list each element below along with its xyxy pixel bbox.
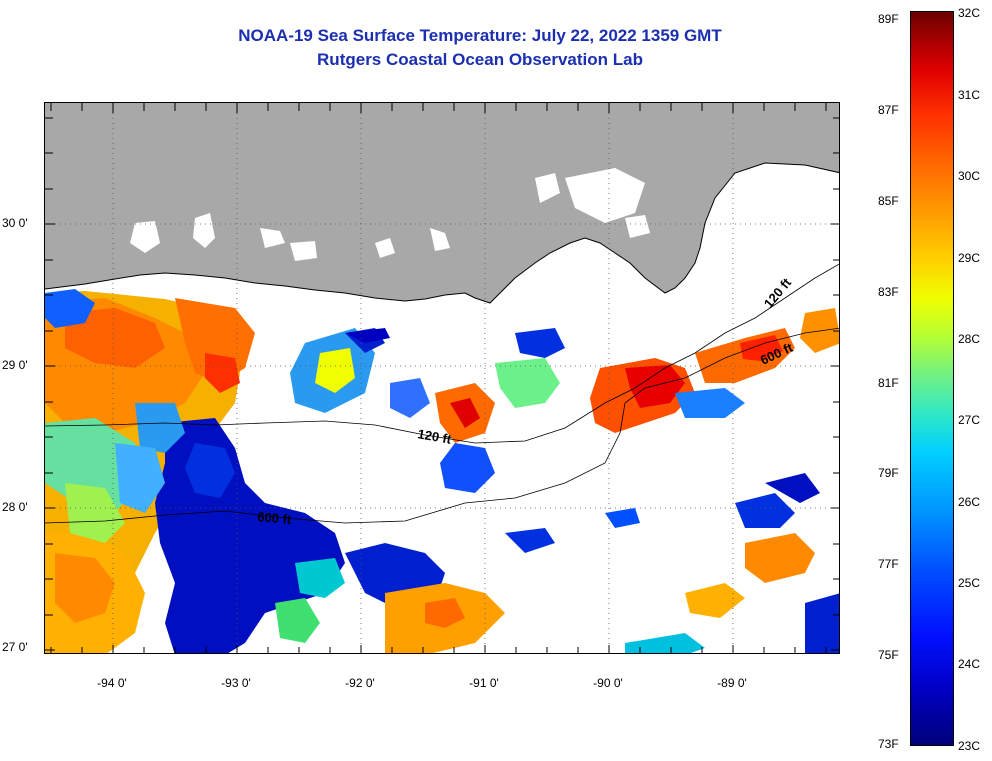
colorbar-f-label: 73F bbox=[878, 737, 899, 751]
lat-lon-grid bbox=[45, 103, 839, 653]
colorbar-f-label: 75F bbox=[878, 648, 899, 662]
sst-patches bbox=[45, 289, 839, 653]
longitude-label-93: -93 0' bbox=[221, 676, 251, 690]
colorbar-c-label: 25C bbox=[958, 576, 981, 590]
contour-120ft-line bbox=[45, 263, 839, 444]
longitude-label-89: -89 0' bbox=[717, 676, 747, 690]
latitude-label-29: 29 0' bbox=[2, 358, 28, 372]
colorbar-f-label: 77F bbox=[878, 557, 899, 571]
colorbar-c-label: 24C bbox=[958, 657, 981, 671]
temperature-colorbar bbox=[910, 11, 954, 746]
colorbar-c-label: 23C bbox=[958, 739, 981, 753]
longitude-label-94: -94 0' bbox=[97, 676, 127, 690]
colorbar-c-label: 26C bbox=[958, 495, 981, 509]
contour-label-120ft-east: 120 ft bbox=[761, 275, 795, 311]
map-title: NOAA-19 Sea Surface Temperature: July 22… bbox=[238, 26, 722, 45]
colorbar-c-label: 29C bbox=[958, 251, 981, 265]
land-mass bbox=[45, 103, 839, 303]
contour-600ft-line bbox=[45, 327, 839, 524]
colorbar-f-label: 85F bbox=[878, 194, 899, 208]
colorbar-c-label: 27C bbox=[958, 413, 981, 427]
sst-map-canvas: 120 ft 600 ft 120 ft 600 ft bbox=[45, 103, 839, 653]
latitude-label-30: 30 0' bbox=[2, 216, 28, 230]
coastline bbox=[45, 162, 839, 304]
map-ticks bbox=[45, 103, 839, 653]
latitude-label-27: 27 0' bbox=[2, 640, 28, 654]
colorbar-c-label: 30C bbox=[958, 169, 981, 183]
colorbar-f-label: 89F bbox=[878, 12, 899, 26]
map-subtitle: Rutgers Coastal Ocean Observation Lab bbox=[317, 50, 643, 69]
longitude-label-92: -92 0' bbox=[345, 676, 375, 690]
colorbar-c-label: 28C bbox=[958, 332, 981, 346]
longitude-label-90: -90 0' bbox=[593, 676, 623, 690]
longitude-label-91: -91 0' bbox=[469, 676, 499, 690]
contour-label-120ft-west: 120 ft bbox=[416, 426, 453, 447]
sst-map[interactable]: 120 ft 600 ft 120 ft 600 ft bbox=[44, 102, 840, 654]
colorbar-f-label: 79F bbox=[878, 466, 899, 480]
colorbar-f-label: 81F bbox=[878, 376, 899, 390]
colorbar-f-label: 83F bbox=[878, 285, 899, 299]
contour-label-600ft-west: 600 ft bbox=[257, 509, 293, 527]
colorbar-c-label: 31C bbox=[958, 88, 981, 102]
latitude-label-28: 28 0' bbox=[2, 500, 28, 514]
coastal-lakes bbox=[130, 168, 650, 268]
colorbar-f-label: 87F bbox=[878, 103, 899, 117]
colorbar-c-label: 32C bbox=[958, 6, 981, 20]
